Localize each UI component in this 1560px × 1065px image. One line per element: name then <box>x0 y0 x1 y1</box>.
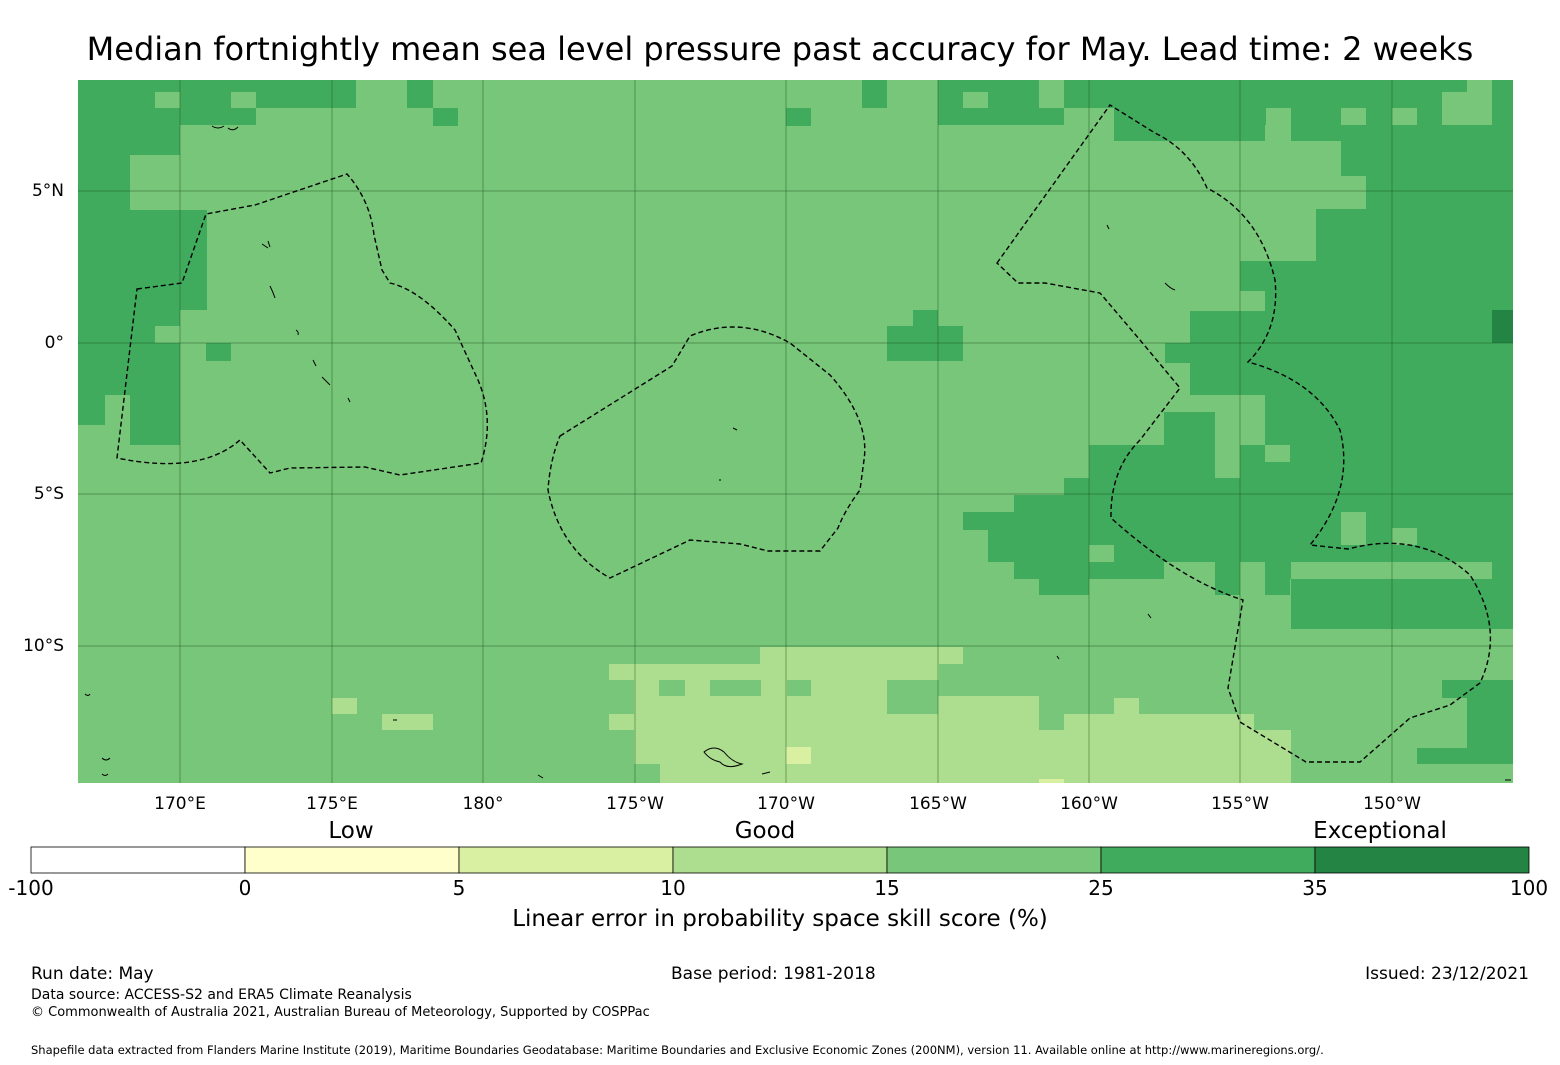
category-exceptional: Exceptional <box>1313 818 1447 844</box>
lat-label: 0° <box>44 333 64 353</box>
category-low: Low <box>328 818 374 844</box>
eez-boundaries <box>116 104 1492 763</box>
lat-label: 5°N <box>31 181 64 201</box>
issued-date: Issued: 23/12/2021 <box>1365 964 1529 984</box>
colorbar-tick: 25 <box>1088 876 1114 900</box>
lat-label: 10°S <box>23 636 64 656</box>
lon-label: 175°E <box>306 794 358 814</box>
category-good: Good <box>734 818 796 844</box>
colorbar-tick: 15 <box>874 876 900 900</box>
colorbar-tick: 10 <box>660 876 686 900</box>
lon-label: 165°W <box>909 794 967 814</box>
high-skill-regions <box>78 80 1513 764</box>
lat-label: 5°S <box>33 484 64 504</box>
moderate-skill-regions <box>332 647 1291 783</box>
graticule <box>78 80 1513 783</box>
colorbar-label: Linear error in probability space skill … <box>512 906 1048 932</box>
base-period: Base period: 1981-2018 <box>671 964 876 984</box>
lon-label: 170°W <box>757 794 815 814</box>
lon-label: 150°W <box>1363 794 1421 814</box>
colorbar <box>30 846 1530 874</box>
lon-label: 170°E <box>154 794 206 814</box>
map-title: Median fortnightly mean sea level pressu… <box>86 30 1474 68</box>
copyright: © Commonwealth of Australia 2021, Austra… <box>31 1005 650 1020</box>
colorbar-tick: 5 <box>452 876 466 900</box>
shapefile-note: Shapefile data extracted from Flanders M… <box>31 1043 1324 1057</box>
colorbar-tick: -100 <box>8 876 54 900</box>
lon-label: 180° <box>462 794 504 814</box>
colorbar-tick: 100 <box>1509 876 1549 900</box>
island-outlines <box>84 125 1511 781</box>
lon-label: 155°W <box>1211 794 1269 814</box>
data-source: Data source: ACCESS-S2 and ERA5 Climate … <box>31 987 412 1003</box>
lon-label: 160°W <box>1060 794 1118 814</box>
colorbar-tick: 35 <box>1302 876 1328 900</box>
lon-label: 175°W <box>606 794 664 814</box>
run-date: Run date: May <box>31 964 154 984</box>
colorbar-tick: 0 <box>238 876 252 900</box>
